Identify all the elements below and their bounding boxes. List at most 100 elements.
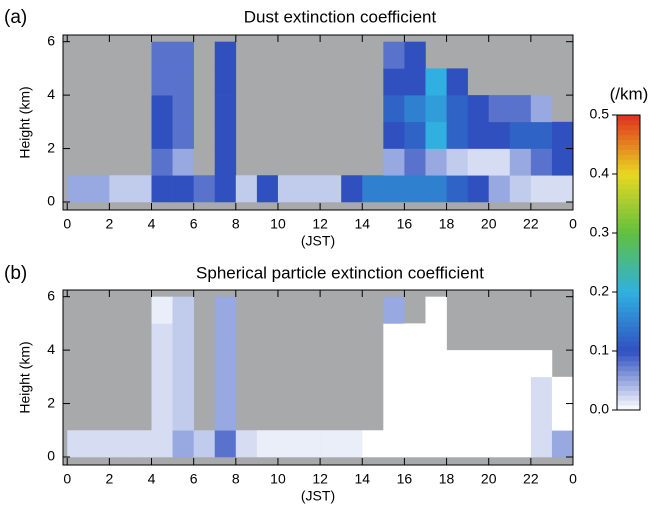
colorbar-segment [617,174,640,180]
colorbar-segment [617,193,640,200]
x-tick-label: 6 [190,216,198,232]
colorbar-segment [617,154,640,160]
heat-cell [467,95,490,123]
heat-cell [172,175,194,203]
heat-cell [404,403,426,431]
heat-cell [551,376,574,404]
heat-cell [530,121,553,149]
x-tick-label: 14 [354,216,370,232]
colorbar-segment [617,115,640,121]
heat-cell [404,68,426,96]
heat-cell [214,430,237,458]
heat-cell [88,430,110,458]
colorbar-tick-label: 0.1 [590,342,610,358]
colorbar-frame [616,114,641,411]
y-tick-label: 4 [47,86,55,102]
y-tick-label: 6 [47,32,55,48]
heat-cell [404,350,426,378]
colorbar-segment [617,237,640,244]
colorbar-segment [617,385,640,391]
heat-cell [362,175,384,203]
heat-cell [151,175,173,203]
colorbar-segment [617,380,640,386]
heat-cell [172,403,194,431]
heat-cell [214,95,237,123]
heat-cell [383,41,405,69]
heat-cell [299,175,321,203]
heat-cell [467,430,490,458]
heat-cell [509,121,532,149]
colorbar-label: (/km) [610,84,649,103]
heat-cell [446,68,468,96]
heat-cell [530,350,553,378]
heat-cell [383,403,405,431]
x-tick-label: 18 [439,216,455,232]
heat-cell [109,175,131,203]
heat-cell [467,175,490,203]
heat-cell [256,175,279,203]
heat-cell [130,430,152,458]
heat-cell [446,148,468,176]
panel-label: (a) [4,7,27,28]
heat-cell [109,430,131,458]
x-tick-label: 8 [232,471,240,487]
heat-cell [256,430,279,458]
heat-cell [404,323,426,351]
heat-cell [467,376,490,404]
colorbar-segment [617,311,640,318]
heat-cell [509,403,532,431]
heat-cell [509,175,532,203]
heat-cell [425,376,447,404]
chart-title: Dust extinction coefficient [244,7,437,26]
heat-cell [551,430,574,458]
heat-cell [425,175,447,203]
heat-cell [530,148,553,176]
heat-cell [488,430,511,458]
heat-cell [277,430,300,458]
colorbar-segment [617,223,640,229]
colorbar-segment [617,287,640,293]
colorbar-segment [617,242,640,249]
colorbar-segment [617,178,640,185]
heat-cell [151,323,173,351]
heat-cell [509,95,532,123]
x-axis-label: (JST) [301,488,335,504]
heat-cell [151,350,173,378]
heat-cell [488,350,511,378]
heat-cell [509,376,532,404]
plot-frame [62,289,574,466]
colorbar-segment [617,213,640,219]
heat-cell [362,430,384,458]
heat-cell [67,175,89,203]
colorbar-segment [617,395,640,401]
colorbar-segment [617,400,640,406]
heat-cell [425,403,447,431]
colorbar-segment [617,134,640,141]
heat-cell [214,403,237,431]
heat-cell [551,403,574,431]
heat-cell [151,68,173,96]
heat-cell [172,430,194,458]
heat-cell [530,175,553,203]
x-tick-label: 12 [312,216,328,232]
heat-cell [404,175,426,203]
colorbar-segment [617,164,640,170]
heat-cell [151,296,173,324]
heat-cell [67,430,89,458]
heat-cell [214,350,237,378]
colorbar-segment [617,306,640,313]
colorbar-segment [617,360,640,367]
heat-cell [467,350,490,378]
colorbar-segment [617,321,640,327]
heat-cell [488,403,511,431]
heat-cell [383,175,405,203]
heat-cell [383,430,405,458]
heat-cell [320,175,342,203]
colorbar-segment [617,119,640,126]
heat-cell [404,95,426,123]
heat-cell [404,121,426,149]
heat-cell [235,175,258,203]
heat-cell [383,323,405,351]
colorbar-segment [617,218,640,224]
